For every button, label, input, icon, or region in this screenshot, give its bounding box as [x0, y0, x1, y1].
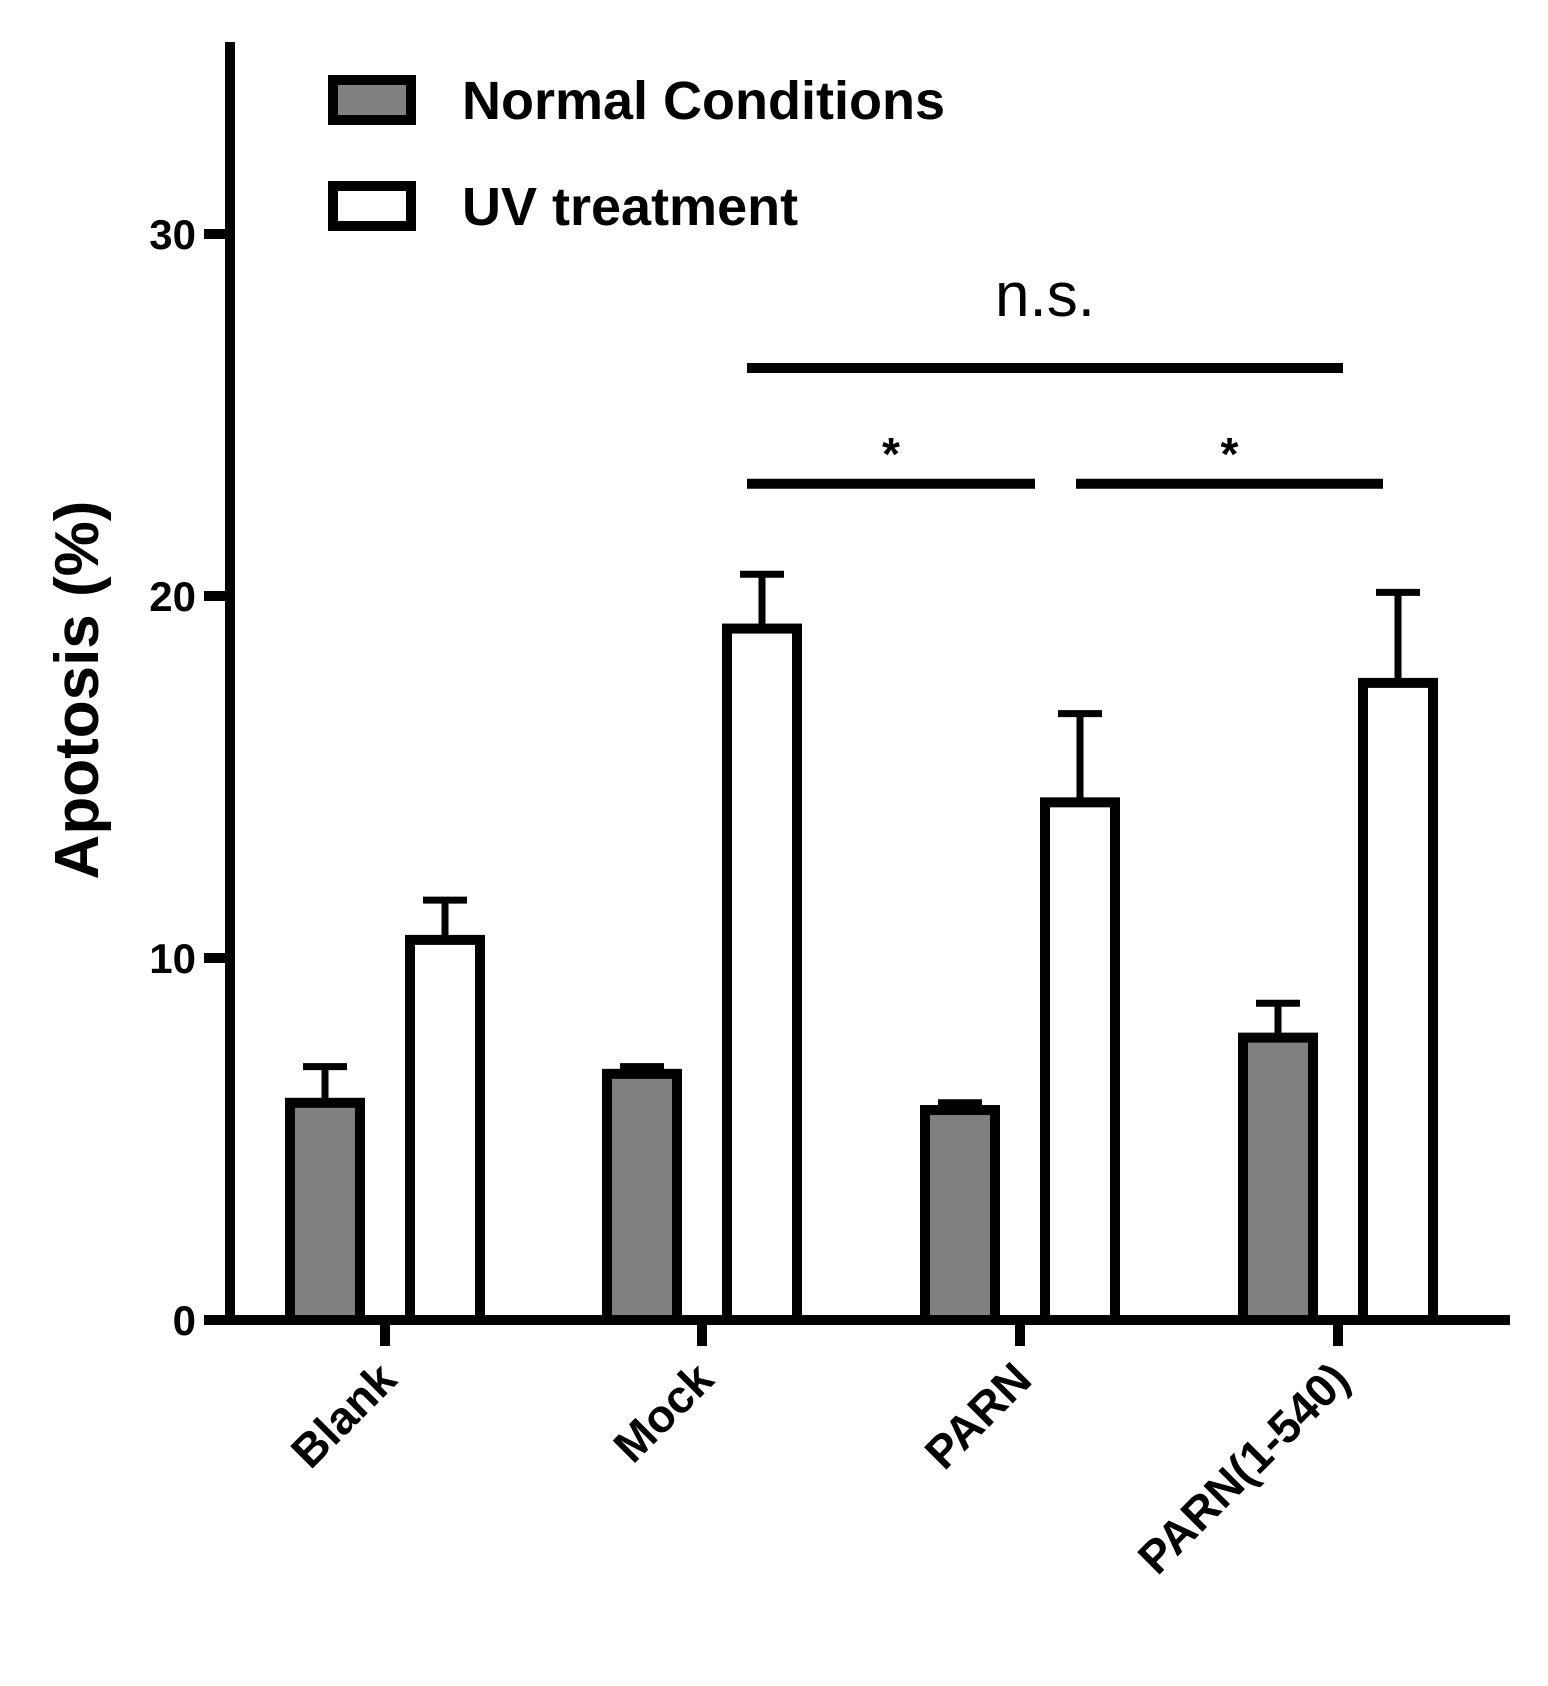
bar-uv-treatment	[1358, 677, 1438, 1325]
bar-normal-conditions	[285, 1097, 365, 1326]
x-category-label: PARN	[915, 1352, 1042, 1479]
bar-uv-treatment	[722, 623, 802, 1325]
y-tick-label: 30	[149, 211, 196, 258]
bar-normal-conditions	[1238, 1032, 1318, 1325]
y-tick-label: 10	[149, 935, 196, 982]
bar-normal-conditions	[602, 1068, 682, 1325]
legend-label: UV treatment	[462, 177, 798, 237]
y-axis-ticks: 0 10 20 30	[149, 211, 230, 1344]
x-category-label: PARN(1-540)	[1128, 1352, 1359, 1583]
bars	[285, 570, 1438, 1326]
significance-label: *	[1221, 428, 1239, 480]
significance-brackets: n.s. * *	[747, 261, 1383, 489]
bar-uv-treatment	[405, 934, 485, 1326]
legend-label: Normal Conditions	[462, 71, 945, 131]
y-tick-label: 20	[149, 573, 196, 620]
x-axis-categories: Blank Mock PARN PARN(1-540)	[281, 1320, 1359, 1584]
significance-label: n.s.	[995, 261, 1095, 330]
bar-normal-conditions	[920, 1105, 1000, 1326]
y-tick-label: 0	[173, 1297, 196, 1344]
legend-swatch-normal	[328, 75, 416, 125]
y-axis-label: Apotosis (%)	[43, 501, 112, 880]
bar-uv-treatment	[1040, 797, 1120, 1325]
x-category-label: Blank	[281, 1352, 407, 1478]
legend: Normal Conditions UV treatment	[328, 71, 945, 237]
legend-swatch-uv	[328, 181, 416, 231]
significance-label: *	[882, 428, 900, 480]
x-category-label: Mock	[603, 1352, 723, 1472]
